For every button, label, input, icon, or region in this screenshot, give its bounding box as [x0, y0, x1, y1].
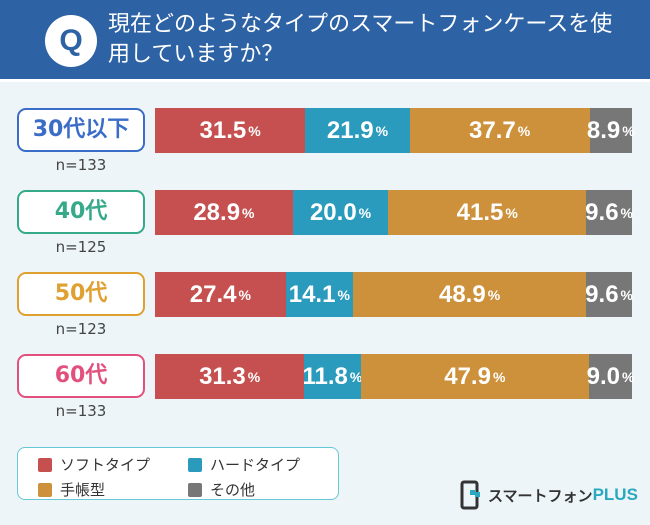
category-label: 30代以下: [17, 108, 145, 152]
logo-plus: PLUS: [592, 485, 638, 504]
legend-swatch: [188, 457, 202, 472]
bar-segment: 9.6%: [585, 190, 633, 235]
bar-segment: 20.0%: [292, 190, 389, 235]
stacked-bar: 28.9% 20.0% 41.5% 9.6%: [155, 190, 633, 235]
bar-segment: 47.9%: [360, 354, 590, 399]
legend-item: 手帳型: [38, 479, 105, 500]
value-label: 8.9: [586, 116, 621, 144]
legend-swatch: [38, 482, 52, 497]
legend-swatch: [188, 482, 202, 497]
unit-label: %: [505, 204, 518, 221]
unit-label: %: [487, 286, 501, 303]
phone-logo-icon: [460, 480, 480, 510]
stacked-bar: 31.5% 21.9% 37.7% 8.9%: [155, 108, 635, 153]
bar-segment: 37.7%: [409, 108, 590, 153]
legend: ソフトタイプ ハードタイプ手帳型 その他: [17, 447, 339, 500]
sample-size: n=133: [55, 402, 107, 420]
unit-label: %: [349, 368, 363, 385]
value-label: 41.5: [456, 198, 504, 226]
unit-label: %: [620, 286, 633, 303]
value-label: 9.6: [585, 280, 619, 308]
q-badge: Q: [45, 15, 97, 67]
bar-segment: 27.4%: [155, 272, 286, 317]
legend-label: ハードタイプ: [210, 456, 301, 474]
bar-segment: 31.3%: [155, 354, 305, 399]
question-title: 現在どのようなタイプのスマートフォンケースを使用していますか？: [108, 12, 613, 67]
legend-label: ソフトタイプ: [60, 456, 151, 474]
value-label: 48.9: [438, 280, 486, 308]
unit-label: %: [517, 122, 531, 139]
bar-segment: 21.9%: [305, 108, 410, 153]
legend-item: ソフトタイプ: [38, 454, 150, 475]
legend-label: その他: [210, 481, 256, 499]
category-label: 50代: [17, 272, 145, 316]
bar-segment: 41.5%: [388, 190, 587, 235]
value-label: 31.5: [199, 116, 247, 144]
unit-label: %: [358, 204, 372, 221]
value-label: 21.9: [326, 116, 374, 144]
value-label: 11.8: [302, 362, 348, 390]
sample-size: n=125: [55, 238, 107, 256]
bar-segment: 48.9%: [352, 272, 587, 317]
bar-segment: 11.8%: [302, 354, 363, 399]
unit-label: %: [622, 122, 635, 139]
value-label: 9.6: [585, 198, 619, 226]
bar-segment: 14.1%: [285, 272, 353, 317]
unit-label: %: [242, 204, 255, 221]
logo-text: スマートフォン: [488, 486, 593, 505]
value-label: 28.9: [193, 198, 241, 226]
value-label: 37.7: [469, 116, 516, 144]
unit-label: %: [238, 286, 251, 303]
unit-label: %: [492, 368, 506, 385]
category-label: 60代: [17, 354, 145, 398]
legend-item: その他: [188, 479, 255, 500]
unit-label: %: [248, 122, 261, 139]
bar-segment: 9.6%: [585, 272, 633, 317]
value-label: 14.1: [288, 280, 336, 308]
unit-label: %: [621, 368, 635, 385]
unit-label: %: [375, 122, 389, 139]
header: Q 現在どのようなタイプのスマートフォンケースを使用していますか？: [0, 0, 650, 82]
unit-label: %: [620, 204, 633, 221]
unit-label: %: [247, 368, 261, 385]
category-label: 40代: [17, 190, 145, 234]
legend-label: 手帳型: [60, 481, 106, 499]
value-label: 27.4: [189, 280, 237, 308]
legend-swatch: [38, 457, 52, 472]
bar-segment: 31.5%: [155, 108, 306, 153]
sample-size: n=123: [55, 320, 107, 338]
bar-segment: 8.9%: [586, 108, 635, 153]
legend-item: ハードタイプ: [188, 454, 300, 475]
value-label: 31.3: [199, 362, 246, 390]
value-label: 47.9: [444, 362, 491, 390]
value-label: 20.0: [309, 198, 357, 226]
bar-segment: 9.0%: [586, 354, 635, 399]
unit-label: %: [337, 286, 350, 303]
stacked-bar: 31.3% 11.8% 47.9% 9.0%: [155, 354, 635, 399]
logo: スマートフォン PLUS: [460, 480, 638, 510]
sample-size: n=133: [55, 156, 107, 174]
value-label: 9.0: [586, 362, 620, 390]
bar-segment: 28.9%: [155, 190, 293, 235]
stacked-bar: 27.4% 14.1% 48.9% 9.6%: [155, 272, 633, 317]
